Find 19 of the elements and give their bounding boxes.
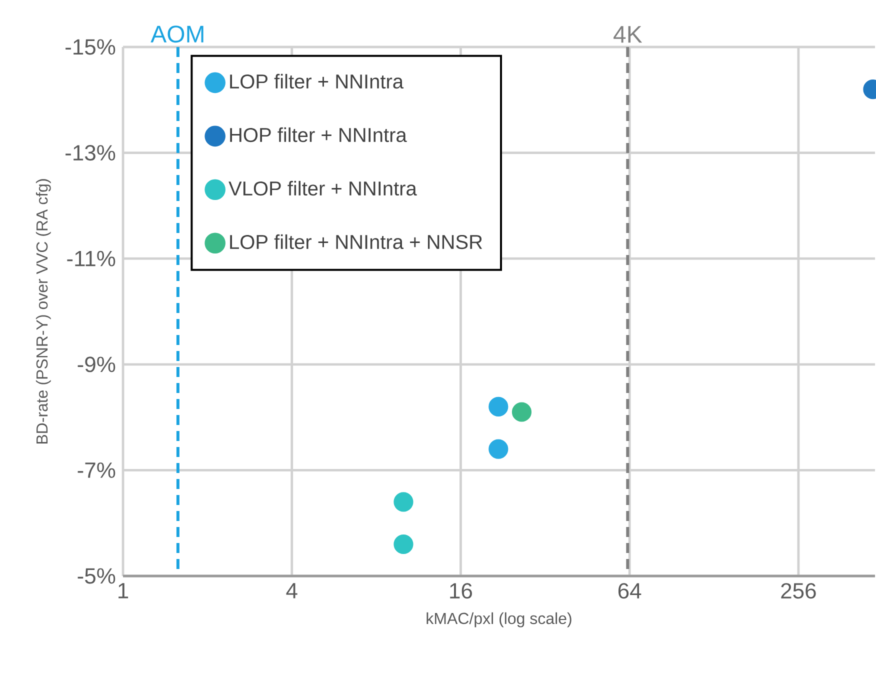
x-tick-label: 1: [118, 583, 128, 598]
legend-label: LOP filter + NNIntra + NNSR: [230, 234, 482, 250]
y-tick-label: -15%: [66, 39, 116, 55]
x-tick-label: 64: [618, 583, 642, 599]
ref-line-label: AOM: [150, 26, 204, 43]
legend-label: HOP filter + NNIntra: [230, 127, 407, 142]
x-tick-label: 4: [286, 583, 298, 598]
legend-label: VLOP filter + NNIntra: [228, 180, 417, 196]
y-tick-label: -7%: [78, 462, 116, 478]
y-tick-label: -5%: [78, 568, 116, 584]
x-tick-label: 16: [450, 583, 472, 599]
y-tick-label: -13%: [66, 145, 116, 161]
legend-label: LOP filter + NNIntra: [230, 74, 404, 89]
y-tick-label: -11%: [67, 250, 116, 266]
y-axis-title: BD-rate (PSNR-Y) over VVC (RA cfg): [36, 179, 51, 444]
ref-line-label: 4K: [614, 26, 642, 43]
x-axis-title: kMAC/pxl (log scale): [426, 612, 572, 628]
x-tick-label: 256: [781, 583, 816, 599]
y-tick-label: -9%: [78, 356, 116, 372]
